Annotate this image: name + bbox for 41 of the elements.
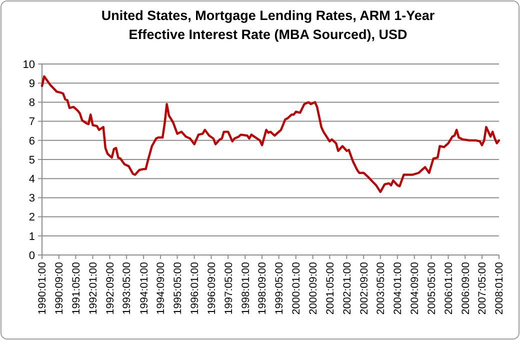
x-tick-label: 1996:01:00 [188, 262, 201, 315]
x-tick-label: 2004:01:00 [392, 262, 404, 315]
x-tick-label: 1993:05:00 [121, 262, 134, 315]
x-tick-label: 2001:05:00 [324, 262, 336, 315]
y-tick-label: 7 [28, 116, 35, 128]
x-tick-label: 1998:01:00 [240, 262, 252, 315]
x-tick-label: 2007:05:00 [476, 262, 489, 315]
x-tick-label: 1994:09:00 [155, 262, 168, 315]
x-tick-label: 1996:09:00 [206, 262, 218, 315]
x-tick-label: 1992:09:00 [104, 262, 116, 315]
x-tick-label: 1994:01:00 [138, 262, 150, 315]
y-tick-label: 1 [28, 230, 35, 243]
line-series [40, 75, 500, 194]
x-tick-label: 2002:01:00 [341, 262, 354, 315]
y-tick-label: 5 [28, 154, 35, 166]
x-tick-label: 2003:05:00 [375, 262, 388, 315]
x-tick-label: 1991:05:00 [70, 262, 82, 315]
x-tick-label: 2004:09:00 [409, 262, 422, 315]
x-tick-label: 1990:09:00 [54, 262, 66, 315]
x-tick-label: 2000:01:00 [290, 262, 303, 315]
chart-title: United States, Mortgage Lending Rates, ARM 1-Year Effective Interest Rate (MBA Sourced), USD [101, 8, 436, 42]
y-tick-label: 9 [28, 78, 35, 90]
y-tick-label: 6 [28, 135, 35, 148]
x-tick-label: 1990:01:00 [36, 262, 49, 315]
x-tick-label: 2002:09:00 [358, 262, 370, 315]
y-tick-label: 3 [28, 192, 35, 205]
x-tick-label: 2006:09:00 [460, 262, 472, 315]
x-tick-label: 1992:01:00 [87, 262, 100, 315]
y-tick-label: 4 [28, 173, 35, 186]
y-tick-label: 2 [28, 212, 35, 224]
x-tick-label: 2008:01:00 [494, 262, 506, 315]
x-tick-label: 2000:09:00 [308, 262, 320, 315]
y-tick-label: 0 [28, 250, 35, 262]
x-tick-label: 1998:09:00 [256, 262, 269, 315]
y-tick-label: 8 [28, 97, 35, 110]
x-tick-label: 1999:05:00 [274, 262, 286, 315]
x-tick-label: 2006:01:00 [442, 262, 455, 315]
y-tick-label: 10 [22, 58, 35, 71]
x-tick-label: 1997:05:00 [222, 262, 235, 315]
x-tick-label: 1995:05:00 [172, 262, 184, 315]
x-tick-label: 2005:05:00 [426, 262, 438, 315]
